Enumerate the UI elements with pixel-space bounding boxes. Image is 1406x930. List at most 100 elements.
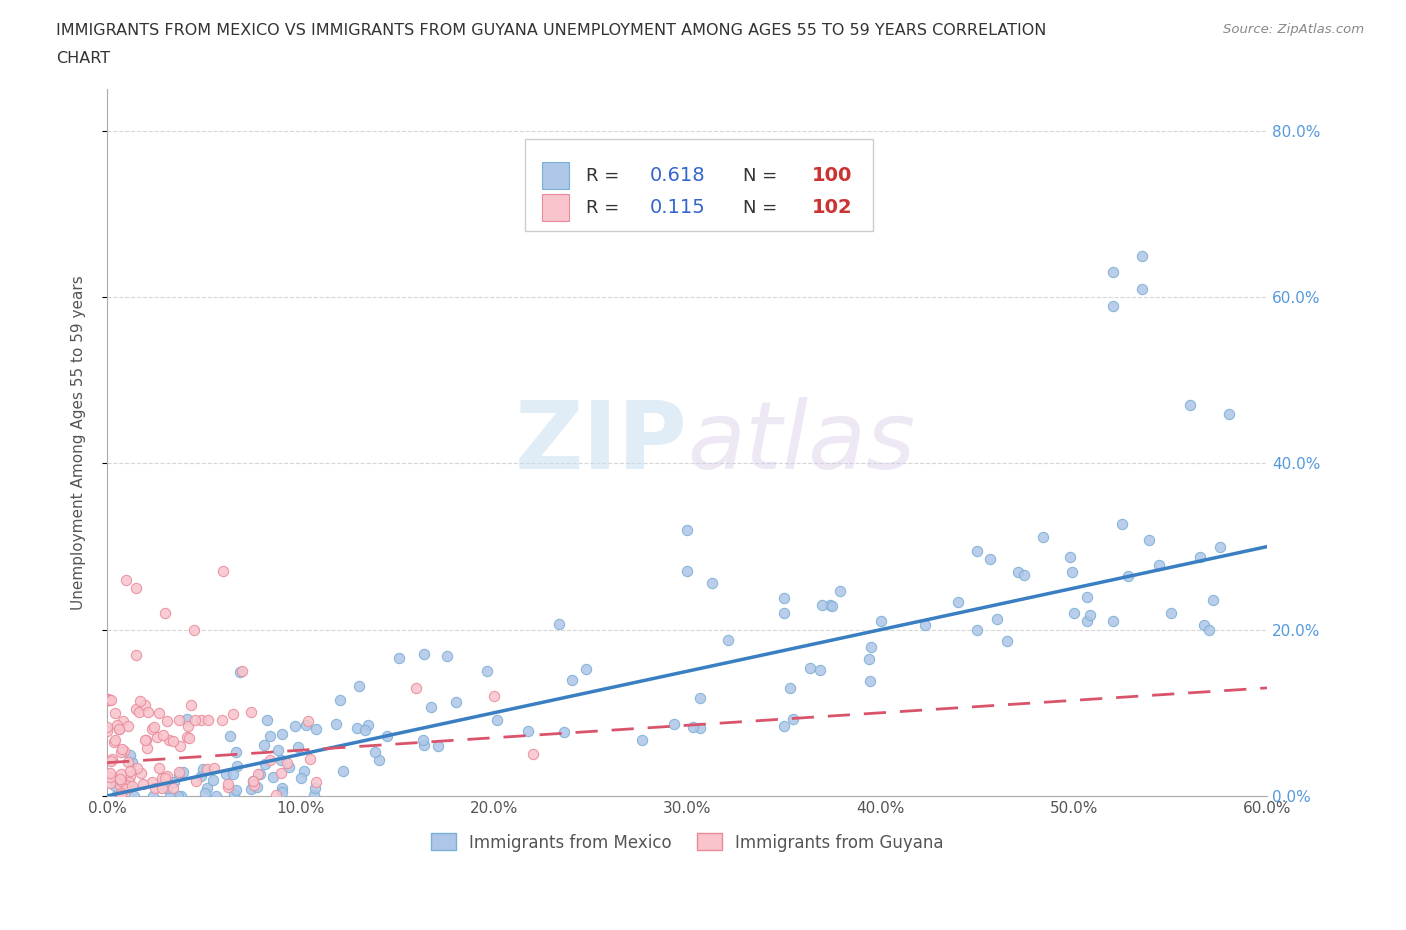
Point: [630, 733, 652, 748]
Point: [162, 734, 184, 749]
Text: Source: ZipAtlas.com: Source: ZipAtlas.com: [1223, 23, 1364, 36]
Point: [995, 634, 1018, 649]
Point: [267, 743, 290, 758]
Point: [117, 718, 139, 733]
Point: [177, 719, 200, 734]
Text: 102: 102: [813, 198, 853, 218]
Point: [548, 617, 571, 631]
Point: [190, 768, 212, 783]
Point: [297, 713, 319, 728]
Point: [676, 523, 699, 538]
Point: [436, 649, 458, 664]
Point: [96, 720, 118, 735]
Point: [231, 664, 253, 679]
Point: [1012, 567, 1035, 582]
Point: [283, 719, 305, 734]
Point: [225, 782, 247, 797]
Point: [118, 747, 141, 762]
Point: [197, 712, 219, 727]
Point: [347, 678, 370, 693]
Point: [664, 717, 686, 732]
Point: [689, 721, 711, 736]
Point: [103, 735, 125, 750]
Point: [125, 580, 148, 595]
Y-axis label: Unemployment Among Ages 55 to 59 years: Unemployment Among Ages 55 to 59 years: [72, 275, 86, 610]
Point: [121, 778, 143, 793]
Point: [222, 707, 245, 722]
Point: [156, 768, 179, 783]
Point: [108, 777, 131, 792]
Point: [142, 789, 165, 804]
Point: [966, 622, 988, 637]
Point: [329, 693, 352, 708]
Point: [1059, 549, 1081, 564]
Point: [426, 738, 449, 753]
Point: [1116, 568, 1139, 583]
Point: [224, 787, 246, 802]
Point: [222, 766, 245, 781]
Point: [1194, 618, 1216, 632]
Point: [1101, 614, 1123, 629]
Point: [773, 591, 796, 605]
Point: [162, 780, 184, 795]
Point: [270, 726, 292, 741]
Point: [153, 605, 176, 620]
Point: [117, 774, 139, 789]
Point: [259, 752, 281, 767]
Point: [120, 779, 142, 794]
Point: [115, 782, 138, 797]
Point: [121, 755, 143, 770]
Point: [522, 747, 544, 762]
Point: [779, 681, 801, 696]
Point: [412, 646, 434, 661]
Point: [217, 779, 239, 794]
Point: [120, 764, 142, 778]
Point: [176, 711, 198, 726]
Point: [176, 729, 198, 744]
Point: [420, 699, 443, 714]
Point: [295, 717, 318, 732]
Point: [104, 706, 127, 721]
Point: [1218, 406, 1240, 421]
Point: [100, 753, 122, 768]
Point: [517, 724, 540, 738]
Point: [212, 565, 235, 579]
Point: [689, 690, 711, 705]
Point: [553, 725, 575, 740]
Text: R =: R =: [586, 199, 626, 217]
Text: N =: N =: [742, 166, 783, 184]
Point: [111, 713, 134, 728]
Point: [477, 663, 499, 678]
Point: [110, 787, 132, 802]
Text: atlas: atlas: [688, 397, 915, 488]
Point: [159, 789, 181, 804]
Point: [114, 777, 136, 792]
Point: [375, 728, 398, 743]
Point: [259, 728, 281, 743]
Point: [1063, 605, 1085, 620]
Point: [869, 614, 891, 629]
Point: [118, 768, 141, 783]
Point: [1188, 550, 1211, 565]
Point: [1147, 557, 1170, 572]
Point: [702, 576, 724, 591]
Point: [115, 572, 138, 587]
Point: [276, 756, 298, 771]
Text: ZIP: ZIP: [515, 397, 688, 488]
Point: [1032, 529, 1054, 544]
Point: [278, 760, 301, 775]
Point: [156, 714, 179, 729]
Point: [108, 722, 131, 737]
Point: [1111, 516, 1133, 531]
Point: [363, 745, 385, 760]
Point: [1076, 614, 1098, 629]
Point: [575, 661, 598, 676]
Point: [1101, 299, 1123, 313]
Point: [305, 775, 328, 790]
FancyBboxPatch shape: [543, 162, 568, 189]
Point: [148, 761, 170, 776]
Point: [184, 774, 207, 789]
Point: [180, 698, 202, 712]
Point: [163, 775, 186, 790]
Point: [217, 777, 239, 791]
